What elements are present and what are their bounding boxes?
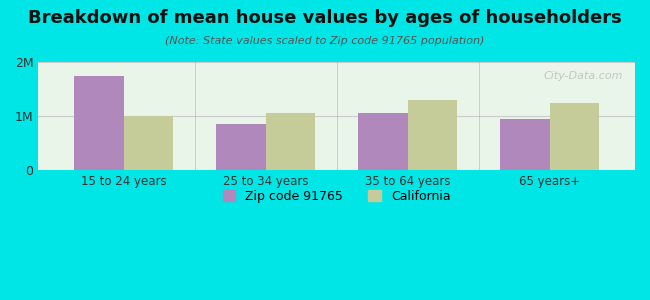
Bar	[216, 124, 266, 170]
Text: (Note: State values scaled to Zip code 91765 population): (Note: State values scaled to Zip code 9…	[165, 36, 485, 46]
Bar	[500, 119, 550, 170]
Bar	[358, 113, 408, 170]
Bar	[550, 103, 599, 170]
Bar	[74, 76, 124, 170]
Text: Breakdown of mean house values by ages of householders: Breakdown of mean house values by ages o…	[28, 9, 622, 27]
Bar	[124, 116, 174, 170]
Bar	[408, 100, 458, 170]
Legend: Zip code 91765, California: Zip code 91765, California	[216, 184, 457, 209]
Text: City-Data.com: City-Data.com	[543, 71, 623, 81]
Bar	[266, 113, 315, 170]
